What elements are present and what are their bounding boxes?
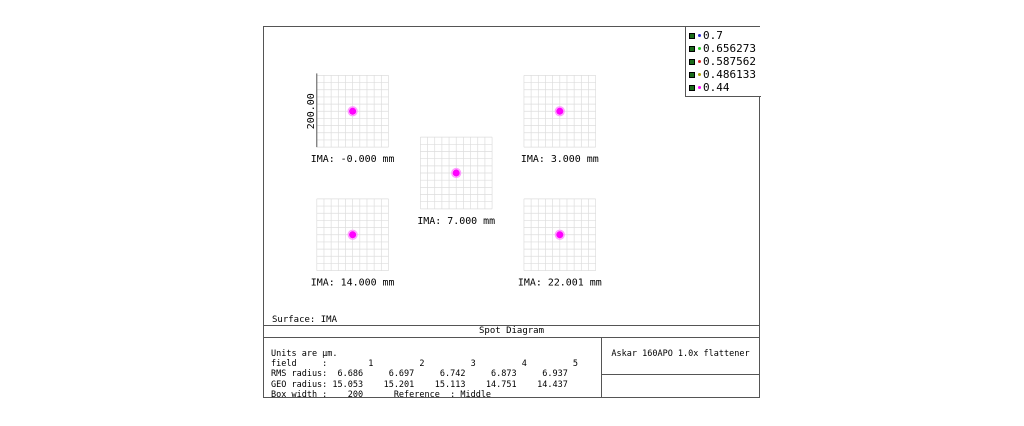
field-row: field : 1 2 3 4 5 bbox=[271, 359, 579, 370]
legend-dot bbox=[698, 86, 701, 89]
legend-label: 0.7 bbox=[703, 29, 723, 42]
spot-halo bbox=[554, 229, 565, 240]
spot-halo bbox=[347, 229, 358, 240]
system-name: Askar 160APO 1.0x flattener bbox=[611, 349, 750, 359]
rms-row: RMS radius: 6.686 6.697 6.742 6.873 6.93… bbox=[271, 369, 568, 380]
spot-box-5: IMA: 22.001 mm bbox=[518, 198, 602, 289]
legend-swatch bbox=[689, 84, 695, 91]
legend-dot bbox=[698, 47, 701, 50]
field-label: IMA: 14.000 mm bbox=[311, 278, 395, 289]
legend-swatch bbox=[689, 71, 695, 78]
field-label: IMA: 3.000 mm bbox=[521, 154, 599, 165]
legend-swatch bbox=[689, 45, 695, 52]
legend-label: 0.44 bbox=[703, 81, 730, 94]
spot-halo bbox=[554, 106, 565, 117]
field-label: IMA: 7.000 mm bbox=[417, 216, 495, 227]
spot-halo bbox=[451, 167, 462, 179]
legend-label: 0.656273 bbox=[703, 42, 756, 55]
spot-mark bbox=[556, 107, 564, 115]
legend-dot bbox=[698, 73, 701, 76]
spot-diagram-plot: IMA: -0.000 mm IMA: 3.000 mm IMA: 7.000 mm… bbox=[306, 73, 602, 289]
info-divider-horizontal bbox=[601, 374, 760, 375]
legend-swatch bbox=[689, 32, 695, 39]
y-axis-label: 200.00 bbox=[306, 93, 317, 129]
spot-box-2: IMA: 3.000 mm bbox=[521, 75, 599, 165]
legend-dot bbox=[698, 34, 701, 37]
spot-mark bbox=[349, 107, 357, 115]
spot-box-4: IMA: 14.000 mm bbox=[311, 198, 395, 289]
legend-item: 0.486133 bbox=[689, 68, 756, 81]
legend-dot bbox=[698, 60, 701, 63]
legend-swatch bbox=[689, 58, 695, 65]
legend-item: 0.656273 bbox=[689, 42, 756, 55]
legend-label: 0.486133 bbox=[703, 68, 756, 81]
spot-box-3: IMA: 7.000 mm bbox=[417, 136, 495, 227]
box-width-row: Box width : 200 Reference : Middle bbox=[271, 389, 492, 400]
legend-item: 0.7 bbox=[689, 29, 723, 42]
diagram-title: Spot Diagram bbox=[264, 325, 759, 338]
field-label: IMA: -0.000 mm bbox=[311, 154, 395, 165]
units-line: Units are µm. bbox=[271, 349, 338, 359]
spot-diagram-window: IMA: -0.000 mm IMA: 3.000 mm IMA: 7.000 mm… bbox=[263, 26, 761, 400]
legend-label: 0.587562 bbox=[703, 55, 756, 68]
spot-mark bbox=[452, 169, 460, 177]
spot-halo bbox=[347, 106, 358, 117]
legend-item: 0.587562 bbox=[689, 55, 756, 68]
field-label: IMA: 22.001 mm bbox=[518, 278, 602, 289]
spot-box-1: IMA: -0.000 mm bbox=[311, 75, 395, 165]
info-panel: Units are µm. field : 1 2 3 4 5 RMS radius… bbox=[271, 349, 578, 400]
info-divider-vertical bbox=[601, 338, 602, 398]
wavelength-legend: 0.7 0.656273 0.587562 0.486133 0.44 bbox=[685, 27, 761, 97]
spot-mark bbox=[349, 231, 357, 239]
geo-row: GEO radius: 15.053 15.201 15.113 14.751 … bbox=[271, 379, 568, 390]
spot-mark bbox=[556, 231, 564, 239]
surface-label: Surface: IMA bbox=[272, 315, 338, 325]
legend-item: 0.44 bbox=[689, 81, 730, 94]
